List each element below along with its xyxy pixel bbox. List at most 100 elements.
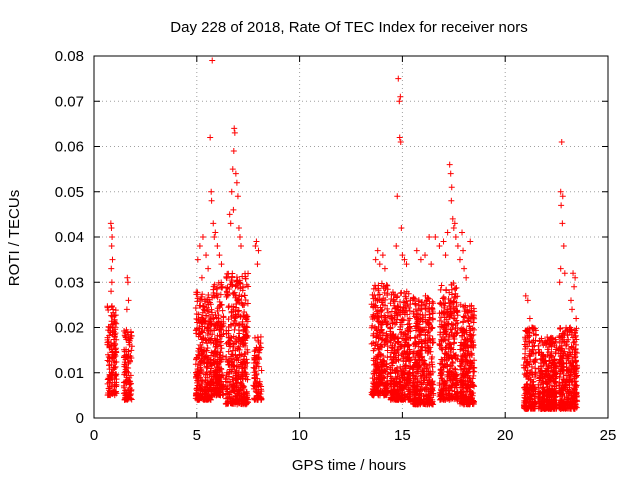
data-point (559, 193, 566, 200)
data-point (105, 391, 112, 398)
data-point (548, 396, 555, 403)
data-point (537, 398, 544, 405)
data-point (201, 393, 208, 400)
data-point (212, 368, 219, 375)
data-point (537, 374, 544, 381)
data-point (213, 364, 220, 371)
data-point (241, 292, 248, 299)
data-point (378, 299, 385, 306)
data-point (437, 366, 444, 373)
data-point (225, 348, 232, 355)
data-point (230, 343, 237, 350)
data-point (531, 358, 538, 365)
data-point (452, 380, 459, 387)
data-point (203, 312, 210, 319)
data-point (424, 329, 431, 336)
data-point (217, 342, 224, 349)
data-point (544, 334, 551, 341)
data-point (110, 320, 117, 327)
data-point (252, 243, 259, 250)
data-point (458, 379, 465, 386)
data-point (208, 309, 215, 316)
data-point (111, 334, 118, 341)
data-point (254, 395, 261, 402)
data-point (470, 364, 477, 371)
data-point (552, 378, 559, 385)
data-point (528, 324, 535, 331)
data-point (231, 326, 238, 333)
data-point (383, 281, 390, 288)
data-point (401, 256, 408, 263)
data-point (204, 340, 211, 347)
data-point (380, 295, 387, 302)
data-point (203, 337, 210, 344)
data-point (535, 405, 542, 412)
data-point (108, 321, 115, 328)
data-point (461, 401, 468, 408)
data-point (560, 404, 567, 411)
data-point (445, 340, 452, 347)
data-point (424, 305, 431, 312)
data-point (376, 392, 383, 399)
data-point (531, 399, 538, 406)
data-point (233, 339, 240, 346)
data-point (425, 376, 432, 383)
data-point (371, 381, 378, 388)
data-point (210, 380, 217, 387)
data-point (426, 300, 433, 307)
data-point (232, 347, 239, 354)
data-point (111, 365, 118, 372)
data-point (557, 265, 564, 272)
data-point (389, 375, 396, 382)
data-point (370, 304, 377, 311)
data-point (538, 378, 545, 385)
data-point (402, 307, 409, 314)
data-point (442, 337, 449, 344)
data-point (423, 401, 430, 408)
data-point (193, 316, 200, 323)
data-point (256, 378, 263, 385)
data-point (430, 390, 437, 397)
data-point (198, 314, 205, 321)
data-point (390, 336, 397, 343)
data-point (230, 291, 237, 298)
data-point (557, 334, 564, 341)
data-point (194, 256, 201, 263)
data-point (238, 293, 245, 300)
data-point (225, 391, 232, 398)
data-point (107, 376, 114, 383)
data-point (242, 270, 249, 277)
data-point (388, 344, 395, 351)
data-point (204, 299, 211, 306)
data-point (391, 343, 398, 350)
data-point (572, 274, 579, 281)
y-axis-title: ROTI / TECUs (6, 190, 23, 286)
data-point (532, 325, 539, 332)
data-point (236, 346, 243, 353)
data-point (193, 373, 200, 380)
data-point (560, 349, 567, 356)
data-point (373, 376, 380, 383)
data-point (374, 247, 381, 254)
data-point (441, 329, 448, 336)
data-point (424, 381, 431, 388)
data-points (104, 57, 581, 412)
data-point (457, 384, 464, 391)
data-point (212, 312, 219, 319)
data-point (542, 388, 549, 395)
data-point (438, 356, 445, 363)
data-point (373, 355, 380, 362)
data-point (470, 399, 477, 406)
data-point (523, 402, 530, 409)
data-point (438, 370, 445, 377)
data-point (411, 335, 418, 342)
data-point (530, 378, 537, 385)
data-point (430, 381, 437, 388)
data-point (573, 336, 580, 343)
data-point (374, 353, 381, 360)
data-point (438, 345, 445, 352)
data-point (396, 134, 403, 141)
data-point (414, 319, 421, 326)
data-point (454, 309, 461, 316)
data-point (217, 349, 224, 356)
